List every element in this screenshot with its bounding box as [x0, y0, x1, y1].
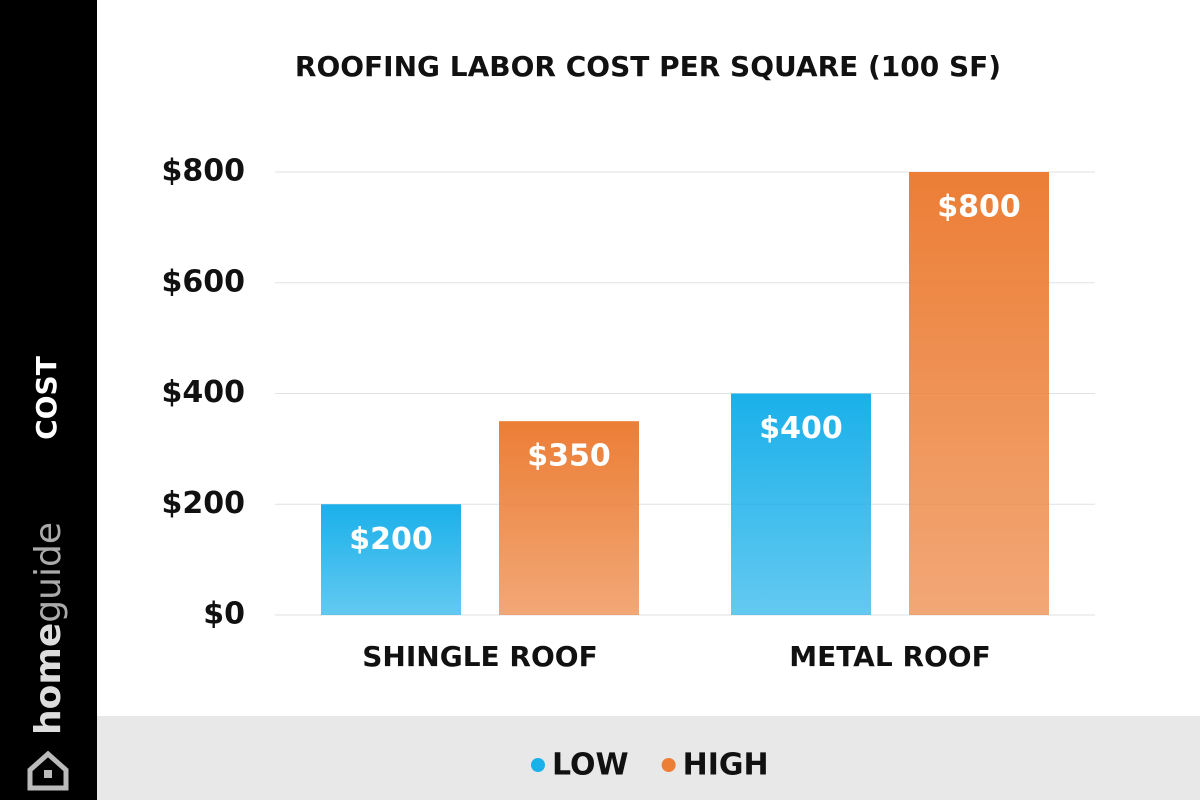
legend-bar: [97, 716, 1200, 800]
value-label: $350: [527, 439, 611, 474]
brand-home: home: [28, 623, 69, 735]
sidebar: [0, 0, 97, 800]
value-label: $400: [759, 411, 843, 446]
legend-label: HIGH: [683, 748, 769, 783]
bar: [731, 393, 871, 615]
brand-icon-window: [44, 770, 52, 778]
legend-swatch: [661, 758, 676, 772]
brand-logo: homeguide: [28, 522, 69, 735]
y-tick-label: $800: [162, 154, 246, 189]
value-label: $200: [349, 522, 433, 557]
y-tick-label: $400: [162, 375, 246, 410]
bar: [499, 421, 639, 615]
x-tick-label: METAL ROOF: [789, 640, 990, 673]
y-tick-label: $600: [162, 264, 246, 299]
y-axis-label: COST: [30, 356, 63, 440]
brand-guide: guide: [28, 522, 69, 623]
y-tick-label: $200: [162, 486, 246, 521]
y-tick-label: $0: [203, 597, 245, 632]
bar: [321, 504, 461, 615]
bar: [909, 172, 1049, 615]
chart-title: ROOFING LABOR COST PER SQUARE (100 SF): [295, 50, 1001, 83]
x-tick-label: SHINGLE ROOF: [362, 640, 597, 673]
legend-swatch: [531, 758, 545, 772]
brand-icon: [27, 750, 69, 791]
value-label: $800: [937, 190, 1021, 225]
legend-label: LOW: [552, 748, 629, 783]
